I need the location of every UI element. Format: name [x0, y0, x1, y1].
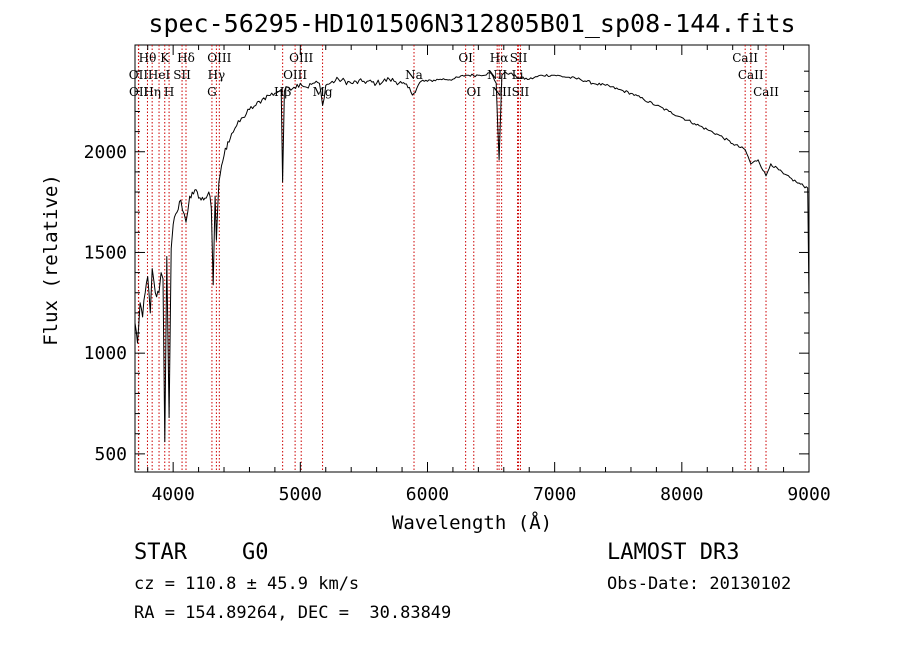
line-label: H: [164, 85, 174, 99]
x-axis-label: Wavelength (Å): [392, 511, 552, 534]
line-label: NII: [487, 68, 507, 82]
line-label: OI: [458, 51, 473, 65]
plot-frame: [134, 44, 810, 473]
line-label: OIII: [283, 68, 307, 82]
line-label: OII: [129, 68, 149, 82]
x-tick-label: 6000: [406, 484, 449, 505]
line-label: Na: [405, 68, 423, 82]
spectrum-series: [134, 71, 810, 443]
x-tick-label: 7000: [533, 484, 576, 505]
object-subclass: G0: [242, 540, 269, 565]
line-label: Mg: [313, 85, 333, 99]
y-tick-label: 2000: [84, 142, 127, 163]
obs-date: Obs-Date: 20130102: [607, 574, 792, 594]
line-label: SII: [512, 85, 530, 99]
line-label: Hθ: [139, 51, 157, 65]
y-tick-label: 1000: [84, 343, 127, 364]
line-label: CaII: [738, 68, 764, 82]
line-label: CaII: [753, 85, 779, 99]
line-label: HeI: [148, 68, 171, 82]
line-label: G: [207, 85, 217, 99]
x-tick-label: 4000: [151, 484, 194, 505]
line-label: NII: [492, 85, 512, 99]
line-label: OII: [129, 85, 149, 99]
line-label: Hα: [490, 51, 509, 65]
line-label: Li: [512, 68, 524, 82]
line-label: SII: [510, 51, 528, 65]
line-label: Hγ: [208, 68, 226, 82]
y-tick-label: 500: [94, 444, 127, 465]
survey-name: LAMOST DR3: [607, 540, 740, 565]
object-class: STAR: [134, 540, 187, 565]
y-tick-label: 1500: [84, 242, 127, 263]
line-label: Hβ: [274, 85, 291, 99]
x-tick-label: 5000: [279, 484, 322, 505]
line-label: Hη: [143, 85, 161, 99]
axis-ticks: 4000 5000 6000 7000 8000 9000 500 1000 1500 2000: [84, 45, 831, 505]
y-axis-label: Flux (relative): [40, 174, 62, 346]
x-tick-label: 9000: [787, 484, 830, 505]
line-label: SII: [173, 68, 191, 82]
x-tick-label: 8000: [660, 484, 703, 505]
line-label: OIII: [207, 51, 231, 65]
spectrum-line: [134, 71, 810, 443]
line-label: K: [160, 51, 170, 65]
line-label: OIII: [289, 51, 313, 65]
line-markers: [137, 45, 767, 472]
coordinates: RA = 154.89264, DEC = 30.83849: [134, 603, 452, 623]
line-label: Hδ: [177, 51, 195, 65]
line-label: OI: [466, 85, 481, 99]
line-label: CaII: [732, 51, 758, 65]
chart-title: spec-56295-HD101506N312805B01_sp08-144.f…: [148, 9, 795, 38]
redshift-value: cz = 110.8 ± 45.9 km/s: [134, 574, 360, 594]
plot-area-border: [134, 44, 810, 473]
